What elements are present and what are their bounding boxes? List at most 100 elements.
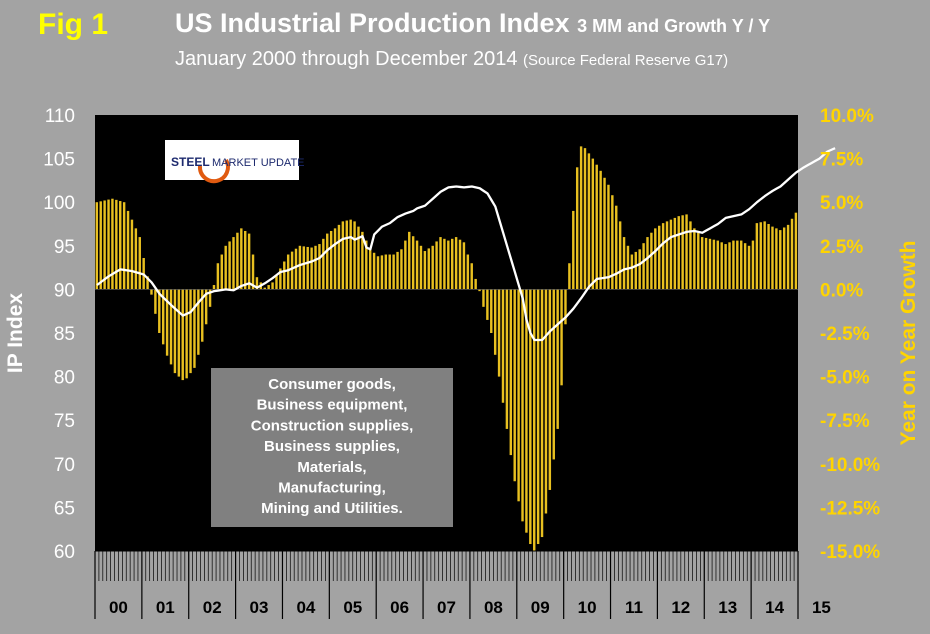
left-tick-label: 90 [54, 280, 75, 301]
growth-bar [665, 221, 669, 290]
growth-bar [466, 254, 470, 290]
logo-word-steel: STEEL [171, 155, 210, 169]
annotation-line: Materials, [297, 459, 366, 476]
growth-bar [240, 228, 243, 290]
growth-bar [271, 282, 274, 290]
growth-bar [759, 222, 762, 290]
growth-bar [427, 248, 430, 290]
growth-bar [603, 177, 606, 290]
growth-bar [111, 198, 114, 290]
growth-bar [740, 240, 743, 290]
right-tick-label: 5.0% [820, 193, 863, 214]
growth-bar [493, 289, 497, 355]
growth-bar [486, 289, 489, 320]
growth-bar [497, 289, 501, 377]
growth-bar [361, 231, 364, 290]
growth-bar [505, 289, 509, 429]
growth-bar [314, 245, 317, 290]
growth-bar [165, 289, 169, 356]
growth-bar [572, 210, 575, 290]
growth-bar [286, 254, 290, 290]
growth-bar [396, 251, 399, 290]
x-year-label: 06 [390, 598, 409, 617]
x-year-label: 04 [296, 598, 315, 617]
growth-bar [634, 251, 637, 290]
x-year-label: 14 [765, 598, 784, 617]
x-year-label: 08 [484, 598, 503, 617]
growth-bar [622, 237, 626, 290]
growth-bar [611, 195, 614, 290]
growth-bar [404, 240, 407, 290]
x-year-label: 13 [718, 598, 737, 617]
growth-bar [540, 289, 544, 538]
growth-bar [161, 289, 165, 345]
growth-bar [365, 240, 368, 290]
figure-label: Fig 1 [38, 8, 109, 41]
left-tick-label: 80 [54, 368, 75, 389]
growth-bar [212, 285, 216, 290]
left-tick-label: 85 [54, 324, 75, 345]
growth-bar [267, 285, 270, 290]
right-tick-label: -5.0% [820, 368, 870, 389]
growth-bar [208, 289, 212, 307]
growth-bar [333, 228, 337, 290]
growth-bar [720, 242, 723, 290]
growth-bar [560, 289, 563, 386]
left-tick-label: 105 [43, 150, 75, 171]
growth-bar [435, 241, 438, 290]
x-year-label: 02 [203, 598, 222, 617]
growth-bar [681, 215, 684, 290]
growth-bar [482, 289, 485, 307]
growth-bar [704, 237, 708, 290]
x-year-label: 15 [812, 598, 831, 617]
growth-bar [181, 289, 184, 381]
left-tick-label: 100 [43, 193, 75, 214]
growth-bar [349, 219, 352, 290]
growth-bar [618, 221, 622, 290]
growth-bar [564, 289, 567, 325]
growth-bar [767, 224, 770, 290]
growth-bar [134, 228, 138, 290]
growth-bar [501, 289, 505, 403]
ip-index-line [96, 147, 836, 342]
x-year-label: 07 [437, 598, 456, 617]
right-tick-label: -12.5% [820, 498, 880, 519]
growth-bar [244, 230, 247, 290]
growth-bar [154, 289, 157, 314]
x-year-label: 00 [109, 598, 128, 617]
growth-bar [376, 256, 380, 290]
growth-bar [126, 210, 130, 290]
growth-bar [716, 240, 719, 290]
growth-bar [478, 289, 481, 292]
growth-bar [794, 212, 798, 290]
growth-bar [388, 254, 391, 290]
right-tick-label: 7.5% [820, 150, 863, 171]
growth-bar [646, 237, 649, 290]
growth-bar [150, 289, 153, 295]
chart-title-main: US Industrial Production Index [175, 8, 570, 38]
left-axis: 110 105 100 95 90 85 80 75 70 65 60 [43, 106, 75, 563]
logo-word-market-update: MARKET UPDATE [212, 157, 305, 169]
right-tick-label: -10.0% [820, 455, 880, 476]
annotation-box-bg [211, 368, 453, 527]
logo-background [165, 140, 299, 180]
growth-bar [255, 277, 259, 290]
growth-bar [650, 232, 653, 290]
growth-bar [197, 289, 200, 355]
annotation-line: Mining and Utilities. [261, 500, 403, 517]
growth-bar [345, 220, 348, 290]
right-tick-label: 2.5% [820, 237, 863, 258]
growth-bar [158, 289, 161, 333]
growth-bar [236, 232, 239, 290]
growth-bars [95, 146, 798, 551]
growth-bar [587, 153, 591, 290]
chart-title: US Industrial Production Index 3 MM and … [175, 8, 770, 39]
growth-bar [419, 245, 423, 290]
growth-bar [294, 248, 298, 290]
growth-bar [146, 276, 149, 290]
x-year-label: 09 [531, 598, 550, 617]
growth-bar [337, 224, 341, 290]
growth-bar [607, 184, 610, 290]
x-axis: 00 01 02 03 04 05 06 07 08 09 10 11 12 13 14 15 [94, 550, 831, 619]
growth-bar [201, 289, 204, 342]
